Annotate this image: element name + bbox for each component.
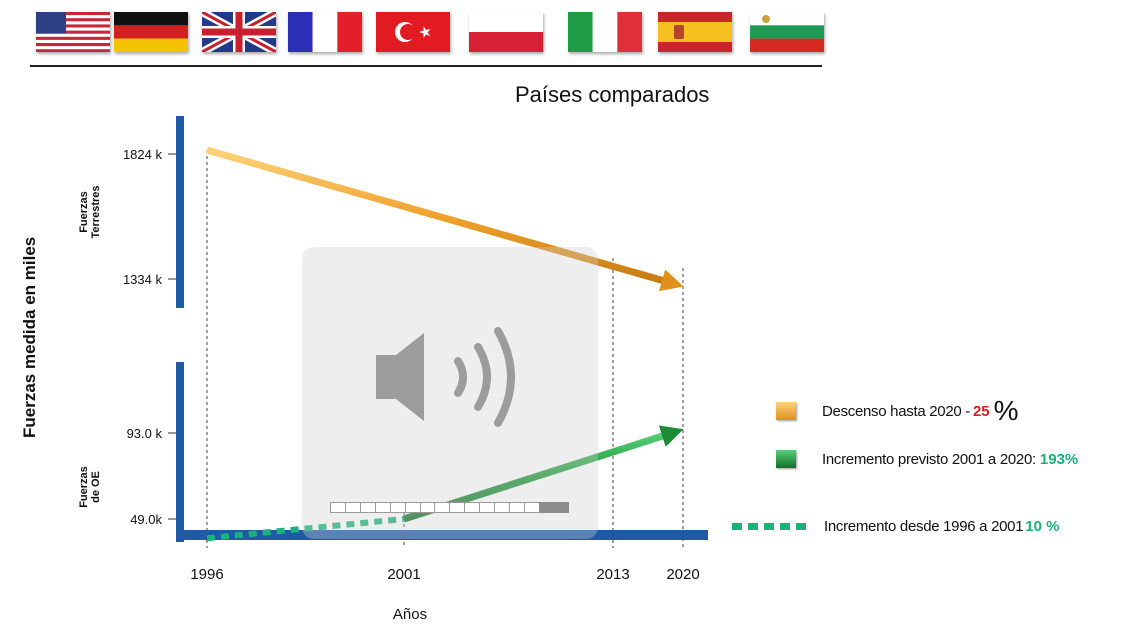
legend-label: Incremento previsto 2001 a 2020: [822, 450, 1036, 468]
x-axis [180, 530, 708, 540]
y-tick-label: 1824 k [122, 147, 162, 162]
series-descenso-line [206, 146, 684, 292]
x-tick-label: 1996 [190, 566, 224, 583]
flag-turkey [376, 12, 450, 52]
speaker-icon[interactable] [372, 317, 532, 437]
x-tick-label: 2020 [666, 566, 700, 583]
legend-value: 193% [1039, 450, 1079, 468]
x-tick-label: 2013 [596, 566, 630, 583]
flag-italy [568, 12, 642, 52]
y-tick-label: 93.0 k [126, 426, 162, 441]
legend-item-descenso: Descenso hasta 2020 - 25 % [776, 395, 1019, 426]
flag-poland [469, 12, 543, 52]
y-tick-label: 1334 k [122, 272, 162, 287]
flag-divider [30, 65, 822, 67]
legend-item-incremento-previsto: Incremento previsto 2001 a 2020: 193% [776, 450, 1078, 468]
legend-swatch-dotted [732, 523, 806, 530]
flag-usa [36, 12, 110, 52]
flag-bulgaria [750, 12, 824, 52]
legend-title: Países comparados [515, 82, 710, 107]
x-axis-title: Años [392, 606, 428, 623]
y-tick-label: 49.0k [130, 512, 162, 527]
flag-spain [658, 12, 732, 52]
legend-label: Descenso hasta 2020 - [822, 402, 970, 420]
legend-item-incremento-desde: Incremento desde 1996 a 2001 10 % [732, 518, 1059, 535]
legend-value: 10 % [1025, 518, 1060, 535]
x-tick-label: 2001 [387, 566, 421, 583]
y-axis-top [176, 116, 184, 308]
audio-overlay[interactable] [302, 247, 598, 539]
flag-uk [202, 12, 276, 52]
y-axis-bottom [176, 362, 184, 542]
audio-progress-bar[interactable] [330, 502, 569, 513]
flag-france [288, 12, 362, 52]
legend-label: Incremento desde 1996 a 2001 [824, 518, 1024, 535]
series-incremento-desde-line [206, 516, 405, 542]
legend-unit: % [993, 395, 1019, 426]
legend-swatch-orange [776, 402, 796, 420]
legend-swatch-green [776, 450, 796, 468]
legend-value: 25 [972, 402, 990, 420]
flag-germany [114, 12, 188, 52]
